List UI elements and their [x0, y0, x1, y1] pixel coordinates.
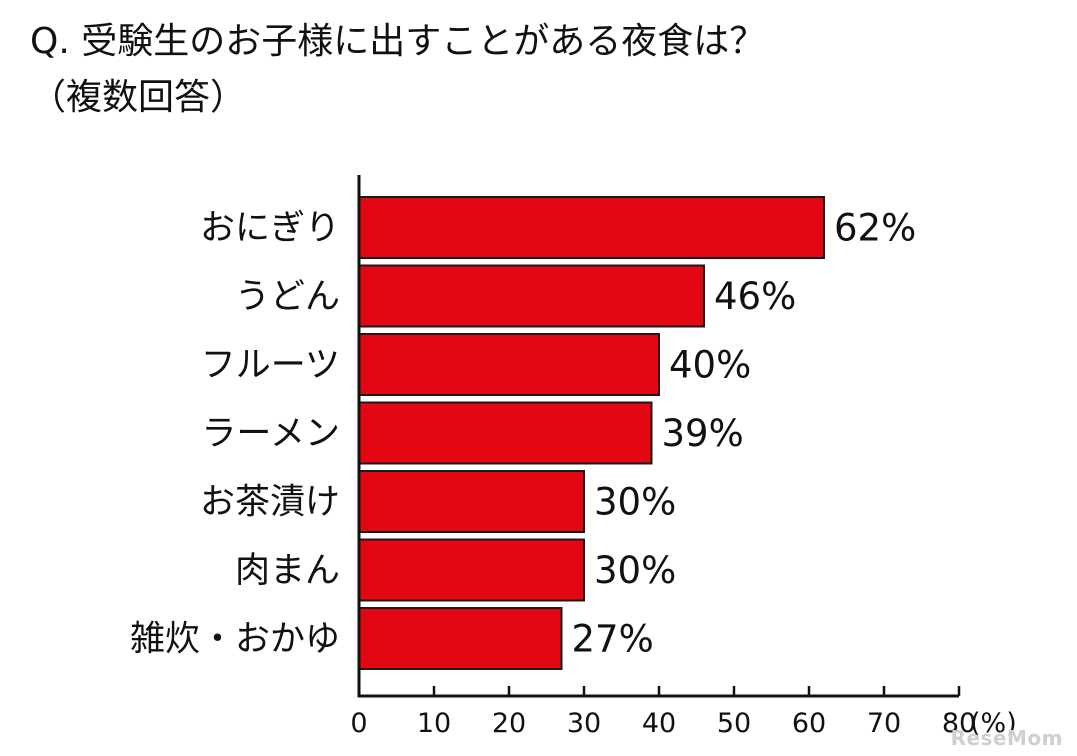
- x-tick-label: 30: [567, 708, 601, 739]
- category-label: 雑炊・おかゆ: [130, 620, 340, 660]
- value-label: 30%: [594, 481, 676, 524]
- bar: [358, 607, 563, 670]
- bar: [358, 470, 585, 533]
- value-label: 46%: [714, 275, 796, 318]
- category-label: お茶漬け: [200, 483, 340, 523]
- x-tick-label: 40: [642, 708, 676, 739]
- bar: [358, 196, 825, 259]
- category-label: 肉まん: [235, 551, 340, 591]
- bars-group: [358, 196, 825, 670]
- bar: [358, 401, 653, 465]
- x-tick-label: 20: [492, 708, 526, 739]
- bar: [358, 538, 585, 602]
- category-label: フルーツ: [201, 346, 340, 386]
- x-tick-label: 70: [867, 708, 901, 739]
- category-label: おにぎり: [200, 209, 340, 249]
- x-tick-label: 50: [717, 708, 751, 739]
- chart-title-line-2: （複数回答）: [30, 77, 247, 118]
- x-tick-label: 60: [792, 708, 826, 739]
- value-label: 39%: [662, 412, 744, 455]
- category-label: うどん: [235, 277, 340, 317]
- chart-title-line-1: Q. 受験生のお子様に出すことがある夜食は？: [30, 21, 766, 62]
- x-tick-label: 10: [417, 708, 451, 739]
- value-label: 62%: [834, 207, 916, 250]
- x-tick-label: 0: [350, 708, 367, 739]
- x-axis-unit-label: (%): [970, 708, 1017, 739]
- category-label: ラーメン: [201, 414, 340, 454]
- value-label: 27%: [572, 618, 654, 661]
- x-ticks-group: 0 10 20 30 40 50 60 70 80(%): [350, 686, 1017, 739]
- value-label: 40%: [669, 344, 751, 387]
- watermark-logo: ReseMom: [950, 726, 1063, 750]
- bar: [358, 264, 705, 328]
- value-labels-group: 62% 46% 40% 39% 30% 30% 27%: [572, 207, 917, 661]
- x-tick-label: 80: [942, 708, 976, 739]
- value-label: 30%: [594, 549, 676, 592]
- bar: [358, 333, 660, 396]
